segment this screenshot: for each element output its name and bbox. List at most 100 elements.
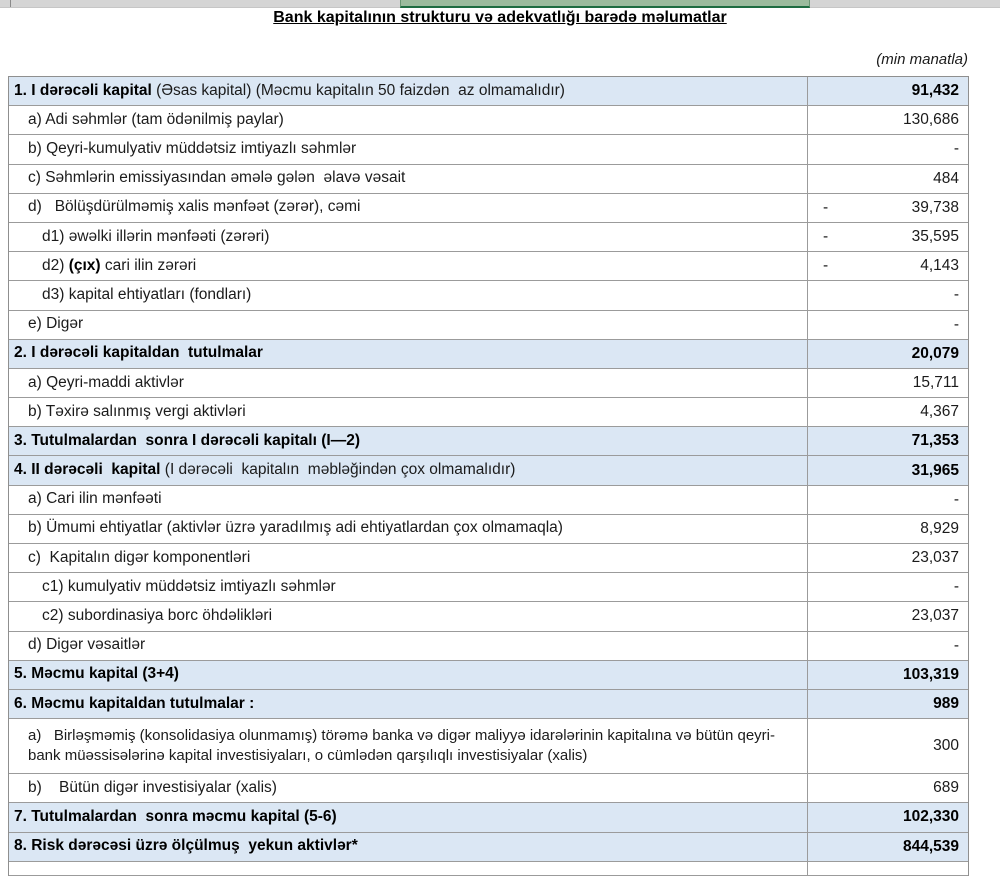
row-value-text: 844,539 bbox=[902, 837, 959, 855]
row-label-cell[interactable]: c) Kapitalın digər komponentləri bbox=[9, 544, 808, 573]
row-label-cell[interactable]: 6. Məcmu kapitaldan tutulmalar : bbox=[9, 689, 808, 719]
table-row[interactable]: c1) kumulyativ müddətsiz imtiyazlı səhml… bbox=[9, 573, 968, 603]
row-label-cell[interactable]: e) Digər bbox=[9, 310, 808, 339]
row-value-cell[interactable]: - bbox=[808, 573, 968, 601]
row-label-cell[interactable]: c2) subordinasiya borc öhdəlikləri bbox=[9, 602, 808, 631]
row-value-cell[interactable]: 23,037 bbox=[808, 544, 968, 572]
table-row[interactable]: 8. Risk dərəcəsi üzrə ölçülmuş yekun akt… bbox=[9, 832, 968, 862]
row-label-cell[interactable]: d2) (çıx) cari ilin zərəri bbox=[9, 252, 808, 281]
row-value-cell[interactable]: 4,367 bbox=[808, 398, 968, 426]
table-row[interactable]: c2) subordinasiya borc öhdəlikləri 23,03… bbox=[9, 602, 968, 632]
table-row[interactable]: d) Bölüşdürülməmiş xalis mənfəət (zərər)… bbox=[9, 193, 968, 223]
row-label-cell[interactable]: b) Ümumi ehtiyatlar (aktivlər üzrə yarad… bbox=[9, 514, 808, 543]
row-value-cell[interactable]: 130,686 bbox=[808, 106, 968, 134]
row-value-cell[interactable]: 23,037 bbox=[808, 602, 968, 630]
table-row[interactable]: a) Cari ilin mənfəəti - bbox=[9, 485, 968, 515]
row-value-cell[interactable]: - bbox=[808, 632, 968, 660]
row-value-cell[interactable]: - 39,738 bbox=[808, 194, 968, 222]
row-label-cell[interactable]: b) Təxirə salınmış vergi aktivləri bbox=[9, 398, 808, 427]
row-value-text: 484 bbox=[933, 169, 959, 187]
table-row[interactable]: d3) kapital ehtiyatları (fondları) - bbox=[9, 281, 968, 311]
row-value-cell[interactable]: 102,330 bbox=[808, 803, 968, 831]
table-row[interactable]: b) Ümumi ehtiyatlar (aktivlər üzrə yarad… bbox=[9, 514, 968, 544]
row-label-cell[interactable]: 8. Risk dərəcəsi üzrə ölçülmuş yekun akt… bbox=[9, 832, 808, 861]
row-label-text: b) Ümumi ehtiyatlar (aktivlər üzrə yarad… bbox=[28, 519, 563, 537]
row-label-text: c) Kapitalın digər komponentləri bbox=[28, 548, 251, 566]
row-value-text: 23,037 bbox=[911, 607, 959, 625]
row-label-cell[interactable]: 4. II dərəcəli kapital (I dərəcəli kapit… bbox=[9, 456, 808, 485]
row-value-text: 8,929 bbox=[920, 519, 959, 537]
row-label-cell[interactable]: a) Birləşməmiş (konsolidasiya olunmamış)… bbox=[9, 719, 808, 774]
row-value-cell[interactable]: 15,711 bbox=[808, 369, 968, 397]
row-label-cell[interactable]: d3) kapital ehtiyatları (fondları) bbox=[9, 281, 808, 310]
table-row[interactable]: c) Səhmlərin emissiyasından əmələ gələn … bbox=[9, 164, 968, 194]
row-label-text: a) Adi səhmlər (tam ödənilmiş paylar) bbox=[28, 110, 284, 128]
row-label-cell[interactable]: a) Qeyri-maddi aktivlər bbox=[9, 368, 808, 398]
row-label-bold-text: 4. II dərəcəli kapital bbox=[14, 461, 161, 479]
row-label-text: d1) əwəlki illərin mənfəəti (zərəri) bbox=[42, 227, 270, 245]
row-label-cell[interactable]: a) Adi səhmlər (tam ödənilmiş paylar) bbox=[9, 106, 808, 135]
row-value-text: - bbox=[953, 490, 959, 508]
table-row[interactable]: 6. Məcmu kapitaldan tutulmalar : 989 bbox=[9, 689, 968, 720]
row-value-cell[interactable]: - 35,595 bbox=[808, 223, 968, 251]
row-value-cell[interactable]: 989 bbox=[808, 690, 968, 718]
row-value-text: 4,143 bbox=[920, 257, 959, 275]
row-label-cell[interactable]: b) Qeyri-kumulyativ müddətsiz imtiyazlı … bbox=[9, 135, 808, 164]
row-label-cell[interactable]: 1. I dərəcəli kapital (Əsas kapital) (Mə… bbox=[9, 77, 808, 106]
row-value-text: 23,037 bbox=[911, 549, 959, 567]
table-row[interactable]: a) Birləşməmiş (konsolidasiya olunmamış)… bbox=[9, 719, 968, 775]
row-label-cell[interactable]: c1) kumulyativ müddətsiz imtiyazlı səhml… bbox=[9, 573, 808, 602]
table-row[interactable]: b) Bütün digər investisiyalar (xalis) 68… bbox=[9, 774, 968, 804]
table-row[interactable]: a) Qeyri-maddi aktivlər 15,711 bbox=[9, 368, 968, 399]
row-value-text: 39,738 bbox=[911, 198, 959, 216]
table-row[interactable]: e) Digər - bbox=[9, 310, 968, 340]
row-value-cell[interactable]: 844,539 bbox=[808, 833, 968, 861]
row-value-cell[interactable]: 31,965 bbox=[808, 456, 968, 484]
row-label-cell[interactable]: d) Bölüşdürülməmiş xalis mənfəət (zərər)… bbox=[9, 193, 808, 222]
table-row[interactable]: 2. I dərəcəli kapitaldan tutulmalar 20,0… bbox=[9, 339, 968, 369]
table-row[interactable]: 5. Məcmu kapital (3+4) 103,319 bbox=[9, 660, 968, 690]
table-row[interactable]: b) Qeyri-kumulyativ müddətsiz imtiyazlı … bbox=[9, 135, 968, 165]
row-value-cell[interactable]: 484 bbox=[808, 165, 968, 193]
row-label-cell[interactable]: c) Səhmlərin emissiyasından əmələ gələn … bbox=[9, 164, 808, 193]
row-label-text: d2) bbox=[42, 256, 69, 274]
table-row[interactable]: c) Kapitalın digər komponentləri 23,037 bbox=[9, 544, 968, 574]
row-value-cell[interactable]: 71,353 bbox=[808, 427, 968, 455]
row-value-cell[interactable]: - bbox=[808, 486, 968, 514]
row-label-bold-text: 3. Tutulmalardan sonra I dərəcəli kapita… bbox=[14, 431, 360, 449]
row-value-cell[interactable]: - 4,143 bbox=[808, 252, 968, 280]
row-value-cell[interactable]: 91,432 bbox=[808, 77, 968, 105]
row-label-cell[interactable]: d1) əwəlki illərin mənfəəti (zərəri) bbox=[9, 222, 808, 252]
table-row[interactable]: 7. Tutulmalardan sonra məcmu kapital (5-… bbox=[9, 803, 968, 833]
row-label-text: c1) kumulyativ müddətsiz imtiyazlı səhml… bbox=[42, 577, 336, 595]
table-row[interactable]: a) Adi səhmlər (tam ödənilmiş paylar) 13… bbox=[9, 106, 968, 136]
row-label-suffix-text: cari ilin zərəri bbox=[100, 256, 197, 274]
table-row[interactable]: 4. II dərəcəli kapital (I dərəcəli kapit… bbox=[9, 456, 968, 486]
row-label-cell[interactable]: 5. Məcmu kapital (3+4) bbox=[9, 660, 808, 689]
row-label-cell[interactable]: a) Cari ilin mənfəəti bbox=[9, 485, 808, 514]
table-row[interactable]: d2) (çıx) cari ilin zərəri - 4,143 bbox=[9, 252, 968, 282]
row-value-cell[interactable]: - bbox=[808, 135, 968, 163]
row-value-cell[interactable]: 8,929 bbox=[808, 515, 968, 543]
row-label-cell[interactable]: 2. I dərəcəli kapitaldan tutulmalar bbox=[9, 339, 808, 368]
row-value-cell[interactable]: 689 bbox=[808, 774, 968, 802]
row-label-cell[interactable]: 7. Tutulmalardan sonra məcmu kapital (5-… bbox=[9, 803, 808, 832]
table-row[interactable]: d) Digər vəsaitlər - bbox=[9, 631, 968, 661]
table-row[interactable]: b) Təxirə salınmış vergi aktivləri 4,367 bbox=[9, 398, 968, 428]
row-value-cell[interactable]: 103,319 bbox=[808, 661, 968, 689]
row-label-cell[interactable]: b) Bütün digər investisiyalar (xalis) bbox=[9, 774, 808, 803]
row-label-bold-text: (çıx) bbox=[68, 256, 101, 274]
row-label-text: b) Qeyri-kumulyativ müddətsiz imtiyazlı … bbox=[28, 140, 357, 158]
table-row[interactable]: d1) əwəlki illərin mənfəəti (zərəri) - 35… bbox=[9, 222, 968, 253]
row-value-cell[interactable]: - bbox=[808, 281, 968, 309]
row-value-cell[interactable]: 20,079 bbox=[808, 340, 968, 368]
unit-note: (min manatla) bbox=[876, 51, 968, 68]
row-label-cell[interactable]: d) Digər vəsaitlər bbox=[9, 631, 808, 660]
row-label-cell[interactable]: 3. Tutulmalardan sonra I dərəcəli kapita… bbox=[9, 427, 808, 456]
table-row[interactable]: 1. I dərəcəli kapital (Əsas kapital) (Mə… bbox=[9, 77, 968, 107]
row-value-cell[interactable]: - bbox=[808, 311, 968, 339]
row-label-text: a) Qeyri-maddi aktivlər bbox=[28, 373, 184, 391]
row-value-cell[interactable]: 300 bbox=[808, 719, 968, 773]
row-value-text: 31,965 bbox=[911, 461, 959, 479]
table-row[interactable]: 3. Tutulmalardan sonra I dərəcəli kapita… bbox=[9, 427, 968, 457]
